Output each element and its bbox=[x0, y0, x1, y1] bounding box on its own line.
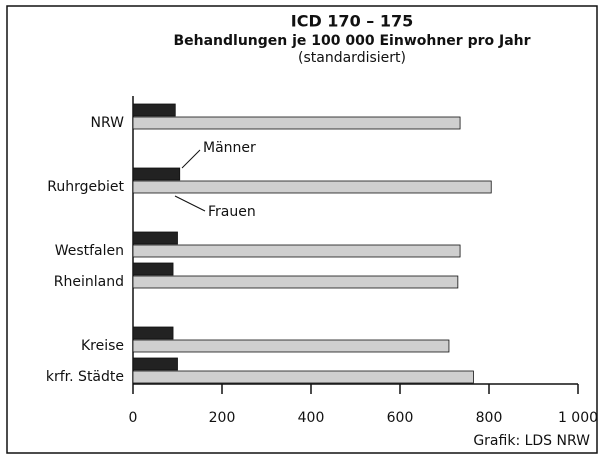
category-label: Ruhrgebiet bbox=[47, 179, 124, 195]
category-label: Kreise bbox=[81, 338, 124, 354]
bar bbox=[132, 103, 176, 117]
series-label: Frauen bbox=[208, 204, 256, 220]
category-label: Rheinland bbox=[54, 274, 124, 290]
chart-title: ICD 170 – 175 bbox=[291, 12, 413, 31]
bar bbox=[132, 370, 474, 384]
x-tick-label: 1 000 bbox=[558, 410, 598, 426]
x-tick-label: 600 bbox=[387, 410, 414, 426]
bar bbox=[132, 339, 450, 353]
x-tick-label: 0 bbox=[129, 410, 138, 426]
bar bbox=[132, 326, 174, 340]
x-tick-label: 400 bbox=[298, 410, 325, 426]
x-tick-label: 200 bbox=[209, 410, 236, 426]
leader-line bbox=[174, 195, 206, 212]
category-label: NRW bbox=[91, 115, 125, 131]
bar bbox=[132, 357, 178, 371]
bar bbox=[132, 167, 181, 181]
bar bbox=[132, 275, 459, 289]
category-label: krfr. Städte bbox=[46, 369, 124, 385]
credit: Grafik: LDS NRW bbox=[473, 433, 590, 449]
chart-subtitle: Behandlungen je 100 000 Einwohner pro Ja… bbox=[173, 33, 530, 49]
bar bbox=[132, 244, 461, 258]
leader-line bbox=[181, 149, 201, 169]
bar bbox=[132, 231, 178, 245]
x-tick-label: 800 bbox=[476, 410, 503, 426]
bar bbox=[132, 180, 492, 194]
frame bbox=[6, 5, 598, 454]
category-label: Westfalen bbox=[55, 243, 124, 259]
series-label: Männer bbox=[203, 140, 256, 156]
chart-note: (standardisiert) bbox=[298, 50, 406, 66]
bar bbox=[132, 262, 174, 276]
bar bbox=[132, 116, 461, 130]
